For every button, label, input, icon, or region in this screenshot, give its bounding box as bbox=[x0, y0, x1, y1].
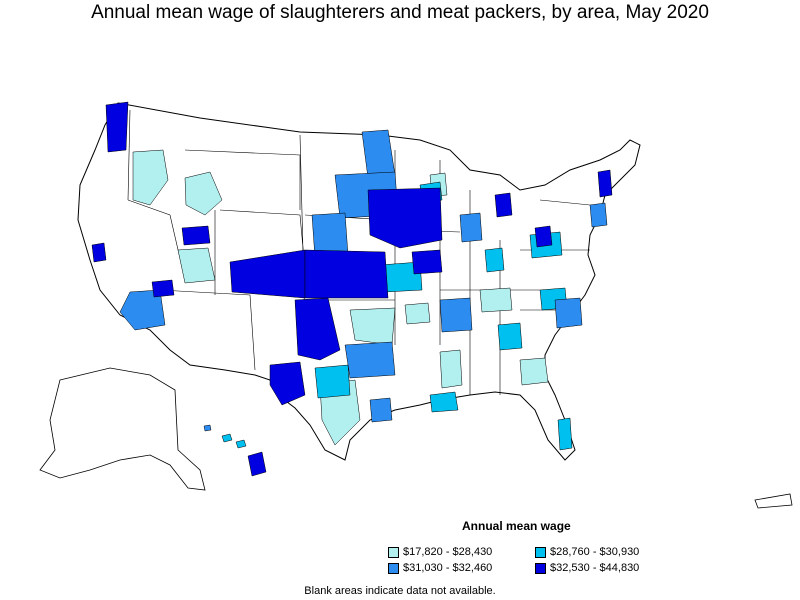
puerto-rico bbox=[754, 493, 793, 509]
map-title: Annual mean wage of slaughterers and mea… bbox=[91, 2, 709, 23]
legend-item-tier3: $31,030 - $32,460 bbox=[388, 562, 492, 574]
legend-label-tier1: $17,820 - $28,430 bbox=[403, 546, 493, 558]
legend-swatch-tier3 bbox=[388, 562, 399, 574]
legend-label-tier3: $31,030 - $32,460 bbox=[403, 562, 493, 574]
legend-title: Annual mean wage bbox=[462, 519, 571, 533]
legend-swatch-tier4 bbox=[535, 562, 546, 574]
alaska-outline bbox=[39, 367, 206, 491]
legend-label-tier4: $32,530 - $44,830 bbox=[550, 562, 640, 574]
hawaii-islands bbox=[203, 424, 267, 477]
legend-swatch-tier2 bbox=[535, 546, 546, 558]
tier1-areas bbox=[132, 149, 549, 446]
tier4-areas bbox=[91, 101, 613, 406]
legend-label-tier2: $28,760 - $30,930 bbox=[550, 546, 640, 558]
legend-item-tier2: $28,760 - $30,930 bbox=[535, 546, 639, 558]
legend-item-tier1: $17,820 - $28,430 bbox=[388, 546, 492, 558]
legend-item-tier4: $32,530 - $44,830 bbox=[535, 562, 639, 574]
footnote: Blank areas indicate data not available. bbox=[304, 585, 496, 597]
legend-swatch-tier1 bbox=[388, 546, 399, 558]
